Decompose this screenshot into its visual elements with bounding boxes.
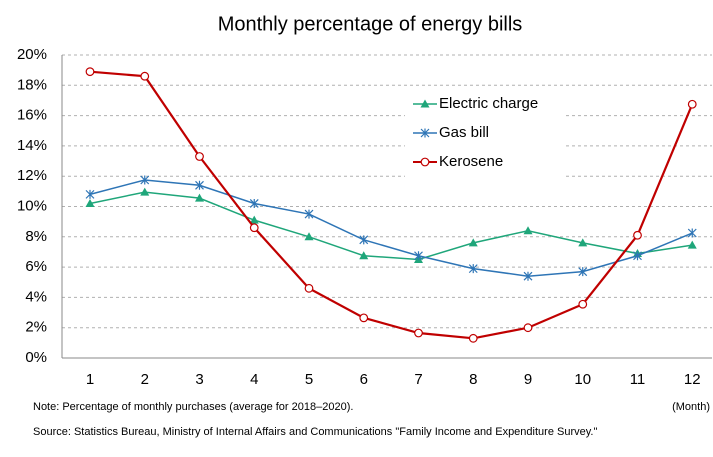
y-tick-label: 4% bbox=[25, 288, 47, 305]
y-tick-label: 14% bbox=[17, 137, 47, 154]
source: Source: Statistics Bureau, Ministry of I… bbox=[33, 426, 598, 438]
marker bbox=[578, 267, 588, 277]
marker bbox=[140, 187, 150, 196]
x-tick-label: 11 bbox=[630, 371, 646, 388]
marker bbox=[420, 99, 430, 108]
x-tick-label: 3 bbox=[195, 371, 203, 388]
marker bbox=[249, 198, 259, 208]
x-tick-label: 4 bbox=[250, 371, 258, 388]
x-axis-label: (Month) bbox=[672, 401, 710, 413]
marker bbox=[140, 175, 150, 185]
x-tick-label: 9 bbox=[524, 371, 532, 388]
note: Note: Percentage of monthly purchases (a… bbox=[33, 401, 353, 413]
x-tick-label: 2 bbox=[141, 371, 149, 388]
marker bbox=[195, 180, 204, 190]
marker bbox=[687, 228, 697, 238]
y-tick-label: 0% bbox=[25, 349, 47, 366]
series-line bbox=[89, 179, 693, 277]
marker bbox=[304, 232, 314, 241]
marker bbox=[359, 313, 369, 323]
marker bbox=[85, 189, 95, 199]
marker bbox=[687, 99, 697, 109]
marker bbox=[85, 198, 95, 207]
y-tick-label: 12% bbox=[17, 167, 47, 184]
legend-label: Kerosene bbox=[439, 153, 503, 170]
marker bbox=[195, 193, 204, 202]
marker bbox=[468, 333, 478, 343]
x-tick-label: 10 bbox=[574, 371, 591, 388]
marker bbox=[195, 152, 204, 161]
x-tick-label: 12 bbox=[684, 371, 701, 388]
series-line bbox=[89, 191, 693, 261]
series-line bbox=[89, 70, 694, 340]
grid bbox=[62, 54, 712, 329]
y-tick-label: 6% bbox=[25, 258, 47, 275]
legend-label: Gas bill bbox=[439, 124, 489, 141]
marker bbox=[468, 238, 478, 247]
marker bbox=[633, 251, 642, 261]
marker bbox=[249, 223, 259, 233]
marker bbox=[359, 251, 369, 260]
marker bbox=[414, 251, 423, 261]
x-tick-label: 7 bbox=[414, 371, 422, 388]
marker bbox=[420, 128, 430, 138]
marker bbox=[523, 271, 533, 281]
x-tick-label: 5 bbox=[305, 371, 313, 388]
y-tick-label: 18% bbox=[17, 76, 47, 93]
y-tick-label: 20% bbox=[17, 46, 47, 63]
marker bbox=[633, 230, 642, 240]
marker bbox=[687, 240, 697, 249]
marker bbox=[468, 264, 478, 274]
legend-label: Electric charge bbox=[439, 95, 538, 112]
y-tick-label: 8% bbox=[25, 228, 47, 245]
y-tick-label: 10% bbox=[17, 197, 47, 214]
marker bbox=[85, 67, 95, 77]
x-tick-label: 1 bbox=[86, 371, 94, 388]
y-tick-label: 2% bbox=[25, 319, 47, 336]
marker bbox=[523, 323, 533, 333]
marker bbox=[304, 283, 314, 293]
marker bbox=[523, 226, 533, 235]
x-tick-label: 6 bbox=[360, 371, 368, 388]
chart-title: Monthly percentage of energy bills bbox=[218, 13, 523, 35]
marker bbox=[578, 299, 588, 309]
marker bbox=[249, 215, 259, 224]
marker bbox=[140, 71, 150, 81]
marker bbox=[420, 157, 430, 167]
marker bbox=[304, 209, 314, 219]
marker bbox=[414, 328, 423, 338]
x-tick-label: 8 bbox=[469, 371, 477, 388]
y-tick-label: 16% bbox=[17, 107, 47, 124]
chart: Monthly percentage of energy bills Note:… bbox=[17, 13, 712, 413]
marker bbox=[578, 238, 588, 247]
marker bbox=[359, 235, 369, 245]
